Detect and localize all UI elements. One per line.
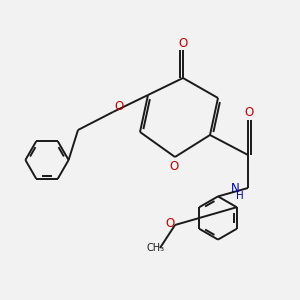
Text: CH₃: CH₃ [146,243,165,253]
Text: H: H [236,191,244,201]
Text: O: O [114,100,124,113]
Text: N: N [231,182,240,195]
Text: O: O [244,106,253,119]
Text: O: O [178,37,188,50]
Text: O: O [169,160,178,172]
Text: O: O [165,217,174,230]
